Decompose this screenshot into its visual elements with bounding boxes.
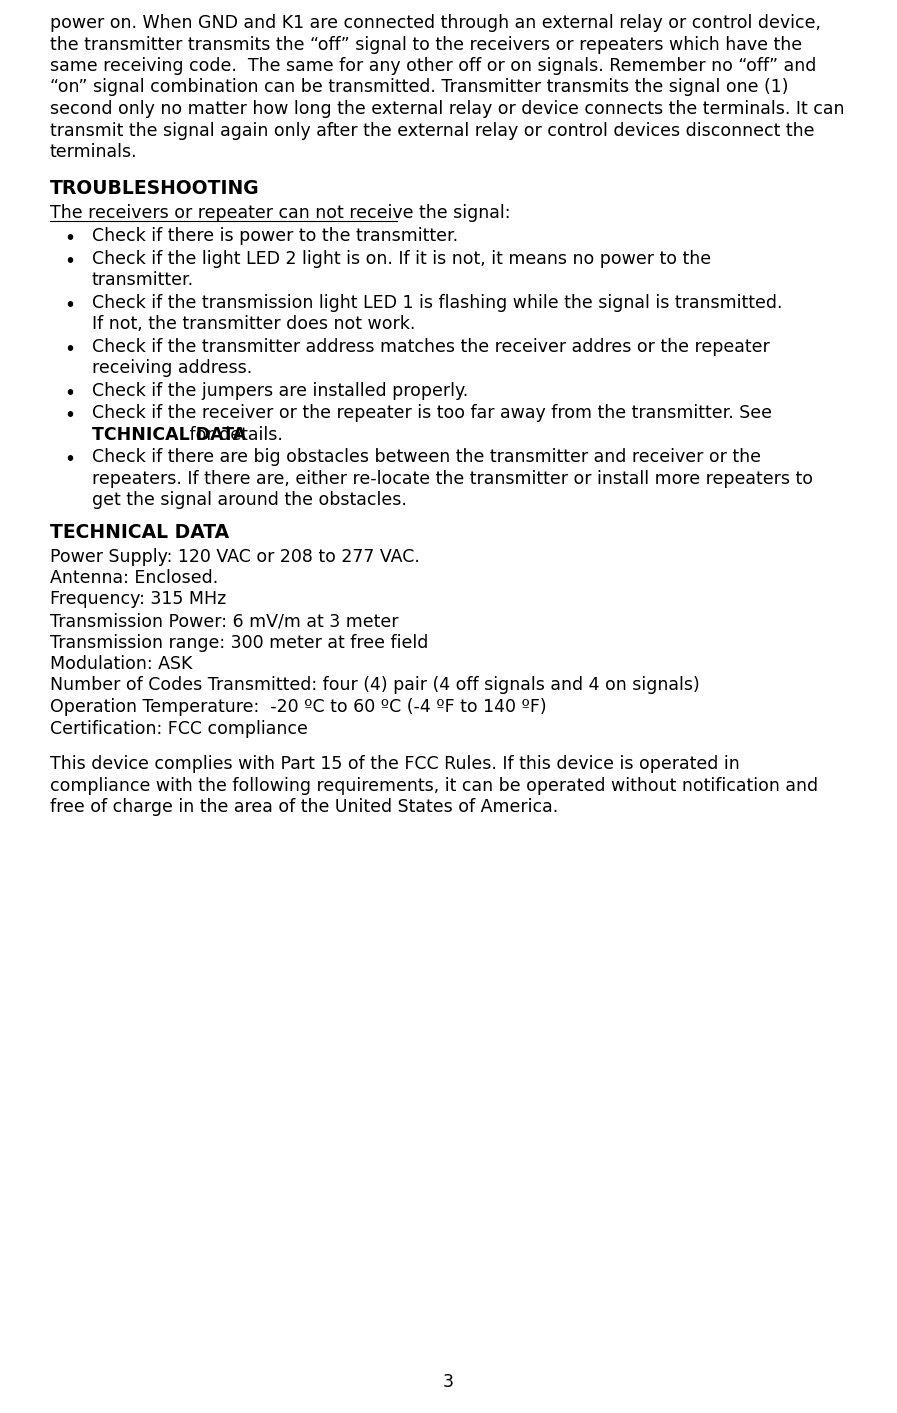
Text: Check if the transmission light LED 1 is flashing while the signal is transmitte: Check if the transmission light LED 1 is…	[92, 294, 782, 312]
Text: 3: 3	[443, 1373, 454, 1390]
Text: transmitter.: transmitter.	[92, 271, 194, 290]
Text: Operation Temperature:  -20 ºC to 60 ºC (-4 ºF to 140 ºF): Operation Temperature: -20 ºC to 60 ºC (…	[50, 698, 546, 716]
Text: This device complies with Part 15 of the FCC Rules. If this device is operated i: This device complies with Part 15 of the…	[50, 756, 740, 773]
Text: power on. When GND and K1 are connected through an external relay or control dev: power on. When GND and K1 are connected …	[50, 14, 821, 32]
Text: Power Supply: 120 VAC or 208 to 277 VAC.: Power Supply: 120 VAC or 208 to 277 VAC.	[50, 547, 420, 565]
Text: Modulation: ASK: Modulation: ASK	[50, 656, 192, 673]
Text: free of charge in the area of the United States of America.: free of charge in the area of the United…	[50, 798, 558, 817]
Text: “on” signal combination can be transmitted. Transmitter transmits the signal one: “on” signal combination can be transmitt…	[50, 79, 788, 96]
Text: •: •	[65, 384, 75, 403]
Text: Certification: FCC compliance: Certification: FCC compliance	[50, 719, 308, 738]
Text: •: •	[65, 407, 75, 425]
Text: If not, the transmitter does not work.: If not, the transmitter does not work.	[92, 315, 415, 333]
Text: Number of Codes Transmitted: four (4) pair (4 off signals and 4 on signals): Number of Codes Transmitted: four (4) pa…	[50, 677, 700, 695]
Text: Check if the receiver or the repeater is too far away from the transmitter. See: Check if the receiver or the repeater is…	[92, 404, 772, 422]
Text: Check if the light LED 2 light is on. If it is not, it means no power to the: Check if the light LED 2 light is on. If…	[92, 250, 711, 268]
Text: same receiving code.  The same for any other off or on signals. Remember no “off: same receiving code. The same for any ot…	[50, 57, 816, 75]
Text: •: •	[65, 229, 75, 249]
Text: TECHNICAL DATA: TECHNICAL DATA	[50, 523, 229, 541]
Text: Frequency: 315 MHz: Frequency: 315 MHz	[50, 591, 226, 609]
Text: Transmission Power: 6 mV/m at 3 meter: Transmission Power: 6 mV/m at 3 meter	[50, 612, 398, 630]
Text: TROUBLESHOOTING: TROUBLESHOOTING	[50, 179, 259, 198]
Text: repeaters. If there are, either re-locate the transmitter or install more repeat: repeaters. If there are, either re-locat…	[92, 469, 813, 487]
Text: Transmission range: 300 meter at free field: Transmission range: 300 meter at free fi…	[50, 633, 429, 651]
Text: get the signal around the obstacles.: get the signal around the obstacles.	[92, 492, 407, 509]
Text: transmit the signal again only after the external relay or control devices disco: transmit the signal again only after the…	[50, 122, 814, 140]
Text: the transmitter transmits the “off” signal to the receivers or repeaters which h: the transmitter transmits the “off” sign…	[50, 35, 802, 54]
Text: TCHNICAL DATA: TCHNICAL DATA	[92, 425, 247, 444]
Text: •: •	[65, 295, 75, 315]
Text: •: •	[65, 252, 75, 271]
Text: Check if the jumpers are installed properly.: Check if the jumpers are installed prope…	[92, 382, 468, 400]
Text: for details.: for details.	[184, 425, 283, 444]
Text: compliance with the following requirements, it can be operated without notificat: compliance with the following requiremen…	[50, 777, 818, 796]
Text: second only no matter how long the external relay or device connects the termina: second only no matter how long the exter…	[50, 100, 844, 119]
Text: The receivers or repeater can not receive the signal:: The receivers or repeater can not receiv…	[50, 203, 510, 222]
Text: Check if the transmitter address matches the receiver addres or the repeater: Check if the transmitter address matches…	[92, 338, 770, 356]
Text: •: •	[65, 451, 75, 469]
Text: Check if there is power to the transmitter.: Check if there is power to the transmitt…	[92, 227, 458, 246]
Text: Antenna: Enclosed.: Antenna: Enclosed.	[50, 569, 218, 586]
Text: receiving address.: receiving address.	[92, 359, 252, 377]
Text: •: •	[65, 339, 75, 359]
Text: Check if there are big obstacles between the transmitter and receiver or the: Check if there are big obstacles between…	[92, 448, 761, 466]
Text: terminals.: terminals.	[50, 143, 137, 161]
